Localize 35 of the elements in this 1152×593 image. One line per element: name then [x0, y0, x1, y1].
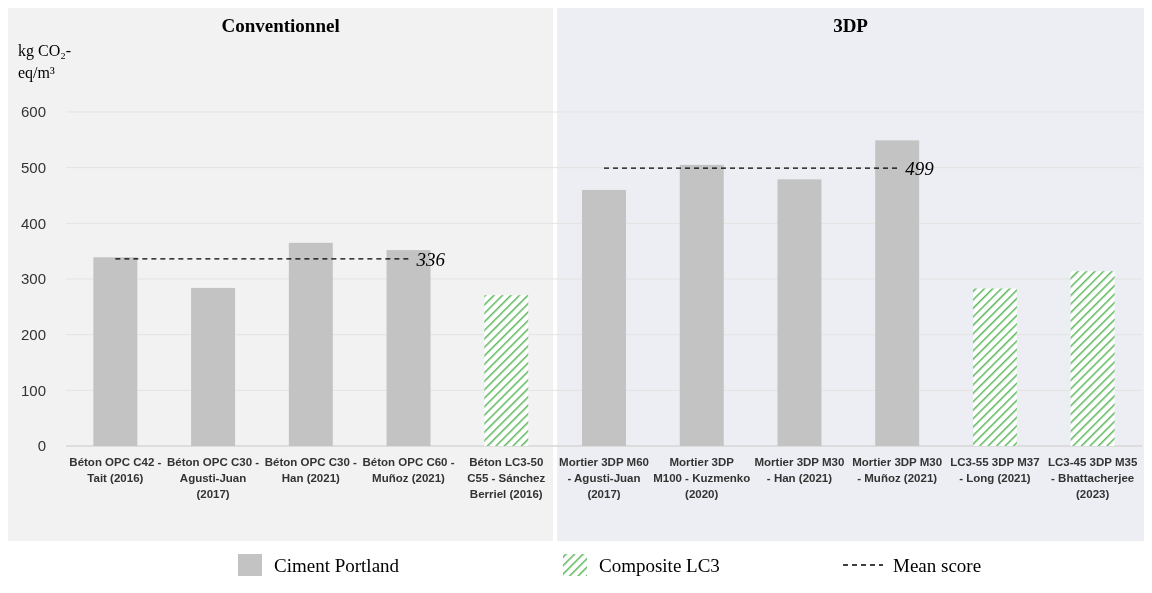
y-tick-label: 200 [20, 325, 46, 343]
y-tick-label: 0 [37, 437, 46, 455]
y-axis-title: kg CO₂-eq/m³ [18, 42, 72, 82]
x-tick-label: Mortier 3DP M30 - Han (2021) [754, 456, 845, 484]
x-tick-label: Béton LC3-50 C55 - Sánchez Berriel (2016) [467, 456, 546, 500]
bar [679, 164, 724, 446]
bar [93, 257, 138, 446]
y-tick-label: 600 [20, 103, 46, 121]
bar [972, 288, 1017, 446]
x-tick-label: Mortier 3DP M30 - Muñoz (2021) [852, 456, 943, 484]
bar [1070, 271, 1115, 446]
x-tick-label: Béton OPC C60 - Muñoz (2021) [362, 456, 455, 484]
legend-label: Ciment Portland [274, 554, 400, 576]
annotation: 336 [415, 248, 446, 270]
x-tick-label: Béton OPC C42 - Tait (2016) [69, 456, 162, 484]
y-tick-label: 400 [20, 214, 46, 232]
legend-label: Mean score [893, 554, 982, 576]
legend-label: Composite LC3 [599, 554, 720, 576]
bar [484, 295, 529, 446]
bar [288, 242, 333, 446]
x-tick-label: Mortier 3DP M60 - Agusti-Juan (2017) [559, 456, 649, 500]
y-tick-label: 100 [20, 381, 46, 399]
annotation: 499 [905, 157, 935, 179]
x-tick-label: LC3-45 3DP M35 - Bhattacherjee (2023) [1048, 456, 1138, 500]
bar [582, 189, 626, 446]
bar [777, 179, 822, 446]
bar [191, 287, 236, 446]
x-tick-label: Béton OPC C30 - Han (2021) [264, 456, 357, 484]
x-tick-label: Béton OPC C30 - Agusti-Juan (2017) [167, 456, 260, 500]
x-tick-label: Mortier 3DP M100 - Kuzmenko (2020) [653, 456, 751, 500]
band-label: 3DP [833, 15, 869, 36]
y-tick-label: 500 [20, 158, 46, 176]
band-label: Conventionnel [221, 15, 340, 36]
x-tick-label: LC3-55 3DP M37 - Long (2021) [950, 456, 1040, 484]
y-tick-label: 300 [20, 270, 46, 288]
